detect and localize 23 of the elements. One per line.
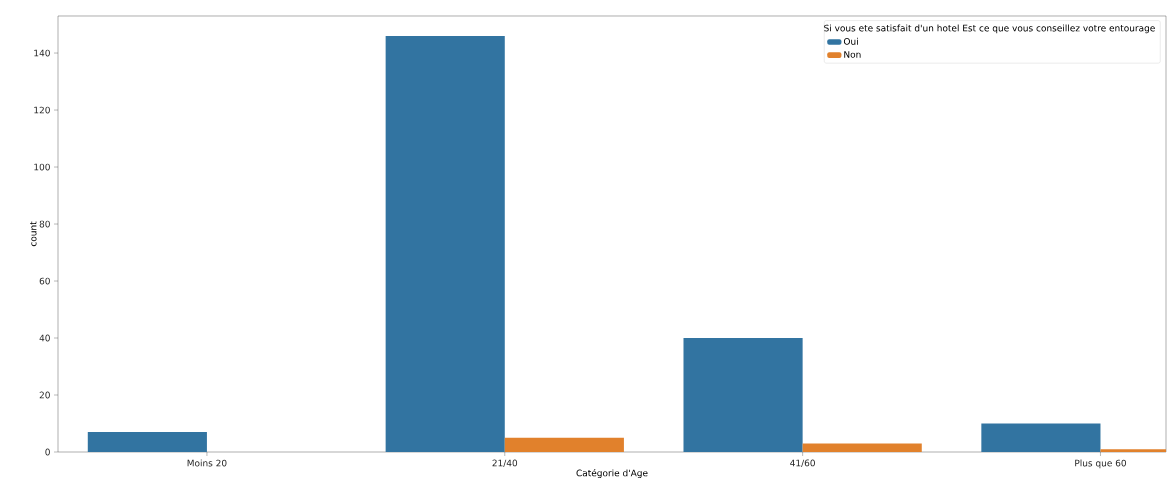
x-tick-label: 21/40 [492, 459, 518, 467]
x-tick-label: Moins 20 [187, 459, 227, 467]
y-axis-title: count [30, 221, 37, 247]
x-axis-title: Catégorie d'Age [576, 469, 648, 479]
y-tick-label: 80 [39, 220, 50, 228]
x-tick-label: Plus que 60 [1075, 459, 1127, 469]
legend-title: Si vous ete satisfait d'un hotel Est ce que vous conseillez votre entourage [824, 24, 1155, 34]
y-tick-label: 60 [39, 277, 50, 285]
y-tick-label: 40 [39, 334, 50, 342]
legend-label: Non [844, 51, 861, 58]
y-tick-label: 120 [34, 106, 50, 114]
bar [504, 437, 624, 452]
bar [683, 338, 803, 452]
bar [385, 35, 505, 452]
bar [87, 432, 207, 452]
y-tick-label: 20 [39, 391, 50, 399]
bar [981, 423, 1101, 452]
y-tick-label: 0 [45, 448, 50, 456]
y-tick-label: 100 [34, 163, 50, 171]
legend-label: Oui [843, 37, 858, 45]
x-tick-label: 41/60 [790, 459, 815, 467]
bar [802, 443, 922, 452]
y-tick-label: 140 [34, 49, 50, 57]
